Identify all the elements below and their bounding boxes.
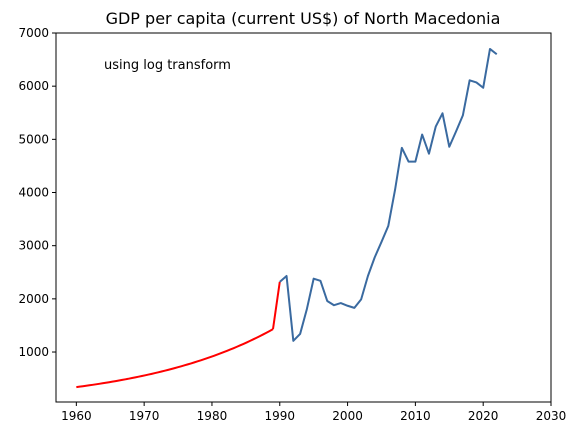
- plot-area: [55, 32, 552, 403]
- x-axis: 1960 1970 1980 1990 2000 2010 2020 2030: [61, 402, 566, 423]
- chart-annotation: using log transform: [104, 58, 231, 73]
- y-tick-label-2000: 2000: [18, 292, 49, 306]
- x-tick-label-2030: 2030: [536, 409, 567, 423]
- y-tick-label-3000: 3000: [18, 239, 49, 253]
- x-tick-label-1960: 1960: [61, 409, 92, 423]
- y-tick-label-4000: 4000: [18, 186, 49, 200]
- y-axis: 1000 2000 3000 4000 5000 6000 7000: [18, 26, 56, 359]
- series-line-2: [279, 47, 498, 342]
- y-tick-label-6000: 6000: [18, 79, 49, 93]
- y-tick-label-5000: 5000: [18, 132, 49, 146]
- x-tick-label-2000: 2000: [332, 409, 363, 423]
- series-line-1: [272, 281, 281, 330]
- chart-title: GDP per capita (current US$) of North Ma…: [106, 9, 501, 28]
- x-tick-label-1990: 1990: [264, 409, 295, 423]
- series-layer: [76, 47, 498, 389]
- x-tick-label-1970: 1970: [129, 409, 160, 423]
- x-tick-label-2010: 2010: [400, 409, 431, 423]
- y-tick-label-1000: 1000: [18, 345, 49, 359]
- y-tick-label-7000: 7000: [18, 26, 49, 40]
- series-line-0: [76, 328, 274, 389]
- x-tick-label-2020: 2020: [468, 409, 499, 423]
- x-tick-label-1980: 1980: [197, 409, 228, 423]
